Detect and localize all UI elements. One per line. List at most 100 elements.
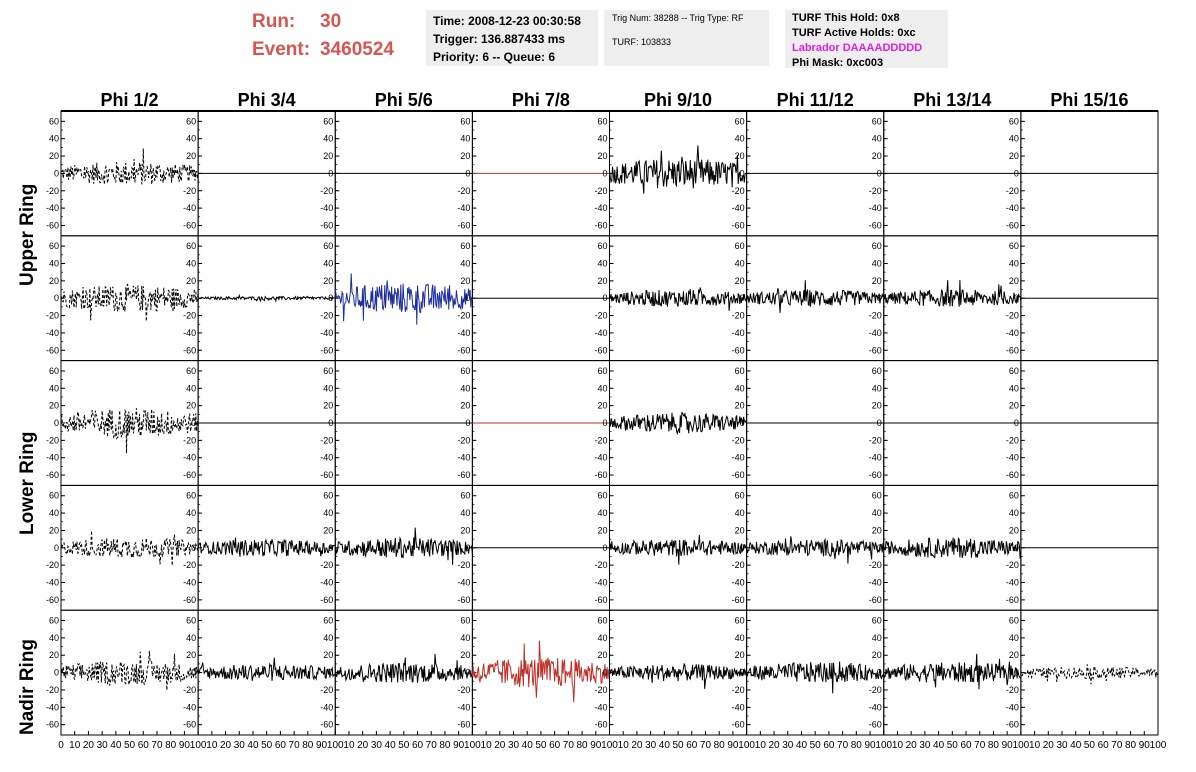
xtick-label-c7: 20 bbox=[906, 740, 918, 751]
xtick-label-c3: 80 bbox=[439, 740, 451, 751]
xtick-label-c6: 40 bbox=[796, 740, 808, 751]
xtick-label-c2: 30 bbox=[234, 740, 246, 751]
panel-r2-c8-ytick-label: -20 bbox=[1006, 311, 1019, 321]
panel-r5-c4-ytick-label: 0 bbox=[465, 668, 470, 678]
panel-r2-c7-ytick-label: -40 bbox=[869, 328, 882, 338]
panel-r1-c2-ytick-label: 40 bbox=[186, 134, 196, 144]
panel-r3-c5-ytick-label: 60 bbox=[597, 366, 607, 376]
xtick-label-c1: 20 bbox=[83, 740, 95, 751]
panel-r4-c3-trace bbox=[334, 527, 473, 565]
panel-r4-c7-ytick-label: 20 bbox=[872, 525, 882, 535]
xtick-label-c5: 10 bbox=[618, 740, 630, 751]
panel-r5-c5-ytick-label: -20 bbox=[594, 685, 607, 695]
panel-r5-c4-ytick-label: -60 bbox=[457, 720, 470, 730]
xtick-label-c4: 30 bbox=[508, 740, 520, 751]
panel-r5-c2-frame bbox=[197, 609, 336, 736]
panel-r3-c4-ytick-label: 0 bbox=[465, 418, 470, 428]
panel-r5-c7-ytick-label: 0 bbox=[877, 668, 882, 678]
panel-r1-c8-ytick-label: 40 bbox=[1009, 134, 1019, 144]
trig-info-box: Trig Num: 38288 -- Trig Type: RF TURF: 1… bbox=[604, 10, 769, 66]
column-header-5: Phi 9/10 bbox=[644, 90, 712, 110]
panel-r4-c2-ytick-label: 60 bbox=[186, 491, 196, 501]
column-header-8: Phi 15/16 bbox=[1050, 90, 1128, 110]
panel-r2-c5-ytick-label: 60 bbox=[597, 241, 607, 251]
xtick-label-c7: 90 bbox=[1002, 740, 1014, 751]
panel-r5-c5-ytick-label: 60 bbox=[597, 616, 607, 626]
xtick-label-c3: 10 bbox=[343, 740, 355, 751]
panel-r2-c3-ytick-label: 40 bbox=[323, 258, 333, 268]
panel-r1-c2-ytick-label: 60 bbox=[186, 116, 196, 126]
panel-r4-c2-ytick-label: -40 bbox=[183, 578, 196, 588]
panel-r3-c3-ytick-label: -40 bbox=[320, 453, 333, 463]
xtick-label-c1: 90 bbox=[179, 740, 191, 751]
panel-r2-c5-ytick-label: -20 bbox=[594, 311, 607, 321]
panel-r2-c3-ytick-label: 20 bbox=[323, 276, 333, 286]
run-value: 30 bbox=[320, 11, 342, 32]
turf-info-box: TURF This Hold: 0x8 TURF Active Holds: 0… bbox=[785, 10, 948, 69]
panel-r1-c4-ytick-label: 20 bbox=[460, 151, 470, 161]
panel-r5-c8-ytick-label: -40 bbox=[1006, 702, 1019, 712]
panel-r3-c8-ytick-label: -20 bbox=[1006, 435, 1019, 445]
panel-r5-c4-ytick-label: 20 bbox=[460, 650, 470, 660]
panel-r4-c6-ytick-label: 20 bbox=[735, 525, 745, 535]
panel-r5-c4-ytick-label: -20 bbox=[457, 685, 470, 695]
xtick-label-c1: 30 bbox=[97, 740, 109, 751]
panel-r4-c8-ytick-label: 60 bbox=[1009, 491, 1019, 501]
phi-mask-text: Phi Mask: 0xc003 bbox=[792, 57, 884, 69]
panel-r1-c7-ytick-label: -20 bbox=[869, 186, 882, 196]
panel-r4-c5-trace bbox=[609, 534, 748, 565]
panel-r4-c8-ytick-label: 0 bbox=[1014, 543, 1019, 553]
panel-r5-c5-trace bbox=[609, 662, 747, 689]
panel-r2-c5-trace bbox=[609, 287, 748, 311]
xtick-label-c8: 80 bbox=[1125, 740, 1137, 751]
panel-r2-c1-ytick-label: 0 bbox=[54, 293, 59, 303]
xtick-label-c6: 100 bbox=[875, 740, 892, 751]
panel-r4-c5-frame bbox=[609, 484, 748, 611]
panel-r5-c1-ytick-label: 40 bbox=[49, 633, 59, 643]
panel-r4-c4-ytick-label: 40 bbox=[460, 508, 470, 518]
run-label: Run: bbox=[252, 11, 296, 32]
panel-r5-c6-ytick-label: 40 bbox=[735, 633, 745, 643]
panel-r2-c8-ytick-label: 40 bbox=[1009, 258, 1019, 268]
panel-r3-c1-ytick-label: -60 bbox=[46, 470, 59, 480]
panel-r3-c4-ytick-label: -40 bbox=[457, 453, 470, 463]
event-value: 3460524 bbox=[320, 39, 394, 60]
labrador-text: Labrador DAAAADDDDD bbox=[792, 42, 923, 54]
panel-r4-c8-ytick-label: -60 bbox=[1006, 595, 1019, 605]
panel-r1-c4-ytick-label: 40 bbox=[460, 134, 470, 144]
panel-r2-c7-ytick-label: 0 bbox=[877, 293, 882, 303]
panel-r2-c4-ytick-label: -60 bbox=[457, 345, 470, 355]
panel-r2-c6-ytick-label: -60 bbox=[732, 345, 745, 355]
xtick-label-c1: 40 bbox=[110, 740, 122, 751]
panel-r2-c4-ytick-label: -40 bbox=[457, 328, 470, 338]
panel-r1-c5-ytick-label: 20 bbox=[597, 151, 607, 161]
panel-r5-c3-ytick-label: -20 bbox=[320, 685, 333, 695]
panel-r5-c6-ytick-label: -20 bbox=[732, 685, 745, 695]
panel-r3-c8-ytick-label: 20 bbox=[1009, 401, 1019, 411]
xtick-label-c5: 70 bbox=[700, 740, 712, 751]
xtick-label-c8: 70 bbox=[1111, 740, 1123, 751]
xtick-label-c1: 100 bbox=[190, 740, 207, 751]
xtick-label-c7: 50 bbox=[947, 740, 959, 751]
priority-text: Priority: 6 -- Queue: 6 bbox=[433, 50, 556, 64]
panel-r5-c4-ytick-label: 40 bbox=[460, 633, 470, 643]
panel-r1-c3-ytick-label: -40 bbox=[320, 203, 333, 213]
panel-r2-c6-trace bbox=[746, 280, 885, 313]
panel-r1-c6-ytick-label: 0 bbox=[740, 168, 745, 178]
xtick-label-c3: 60 bbox=[412, 740, 424, 751]
trig-num-text: Trig Num: 38288 -- Trig Type: RF bbox=[612, 13, 744, 23]
panel-r4-c3-ytick-label: -40 bbox=[320, 578, 333, 588]
panel-r4-c2-ytick-label: 0 bbox=[191, 543, 196, 553]
panel-r2-c4-ytick-label: -20 bbox=[457, 311, 470, 321]
xtick-label-c3: 40 bbox=[385, 740, 397, 751]
panel-r4-c6-ytick-label: -40 bbox=[732, 578, 745, 588]
panel-r5-c7-ytick-label: 40 bbox=[872, 633, 882, 643]
panel-r3-c5-ytick-label: -60 bbox=[594, 470, 607, 480]
panel-r4-c6-ytick-label: 40 bbox=[735, 508, 745, 518]
xtick-label-c2: 60 bbox=[275, 740, 287, 751]
panel-r2-c1-ytick-label: 20 bbox=[49, 276, 59, 286]
panel-r5-c2-ytick-label: 40 bbox=[186, 633, 196, 643]
panel-r5-c8-ytick-label: 60 bbox=[1009, 616, 1019, 626]
panel-r2-c3-ytick-label: 0 bbox=[328, 293, 333, 303]
xtick-label-c4: 10 bbox=[481, 740, 493, 751]
